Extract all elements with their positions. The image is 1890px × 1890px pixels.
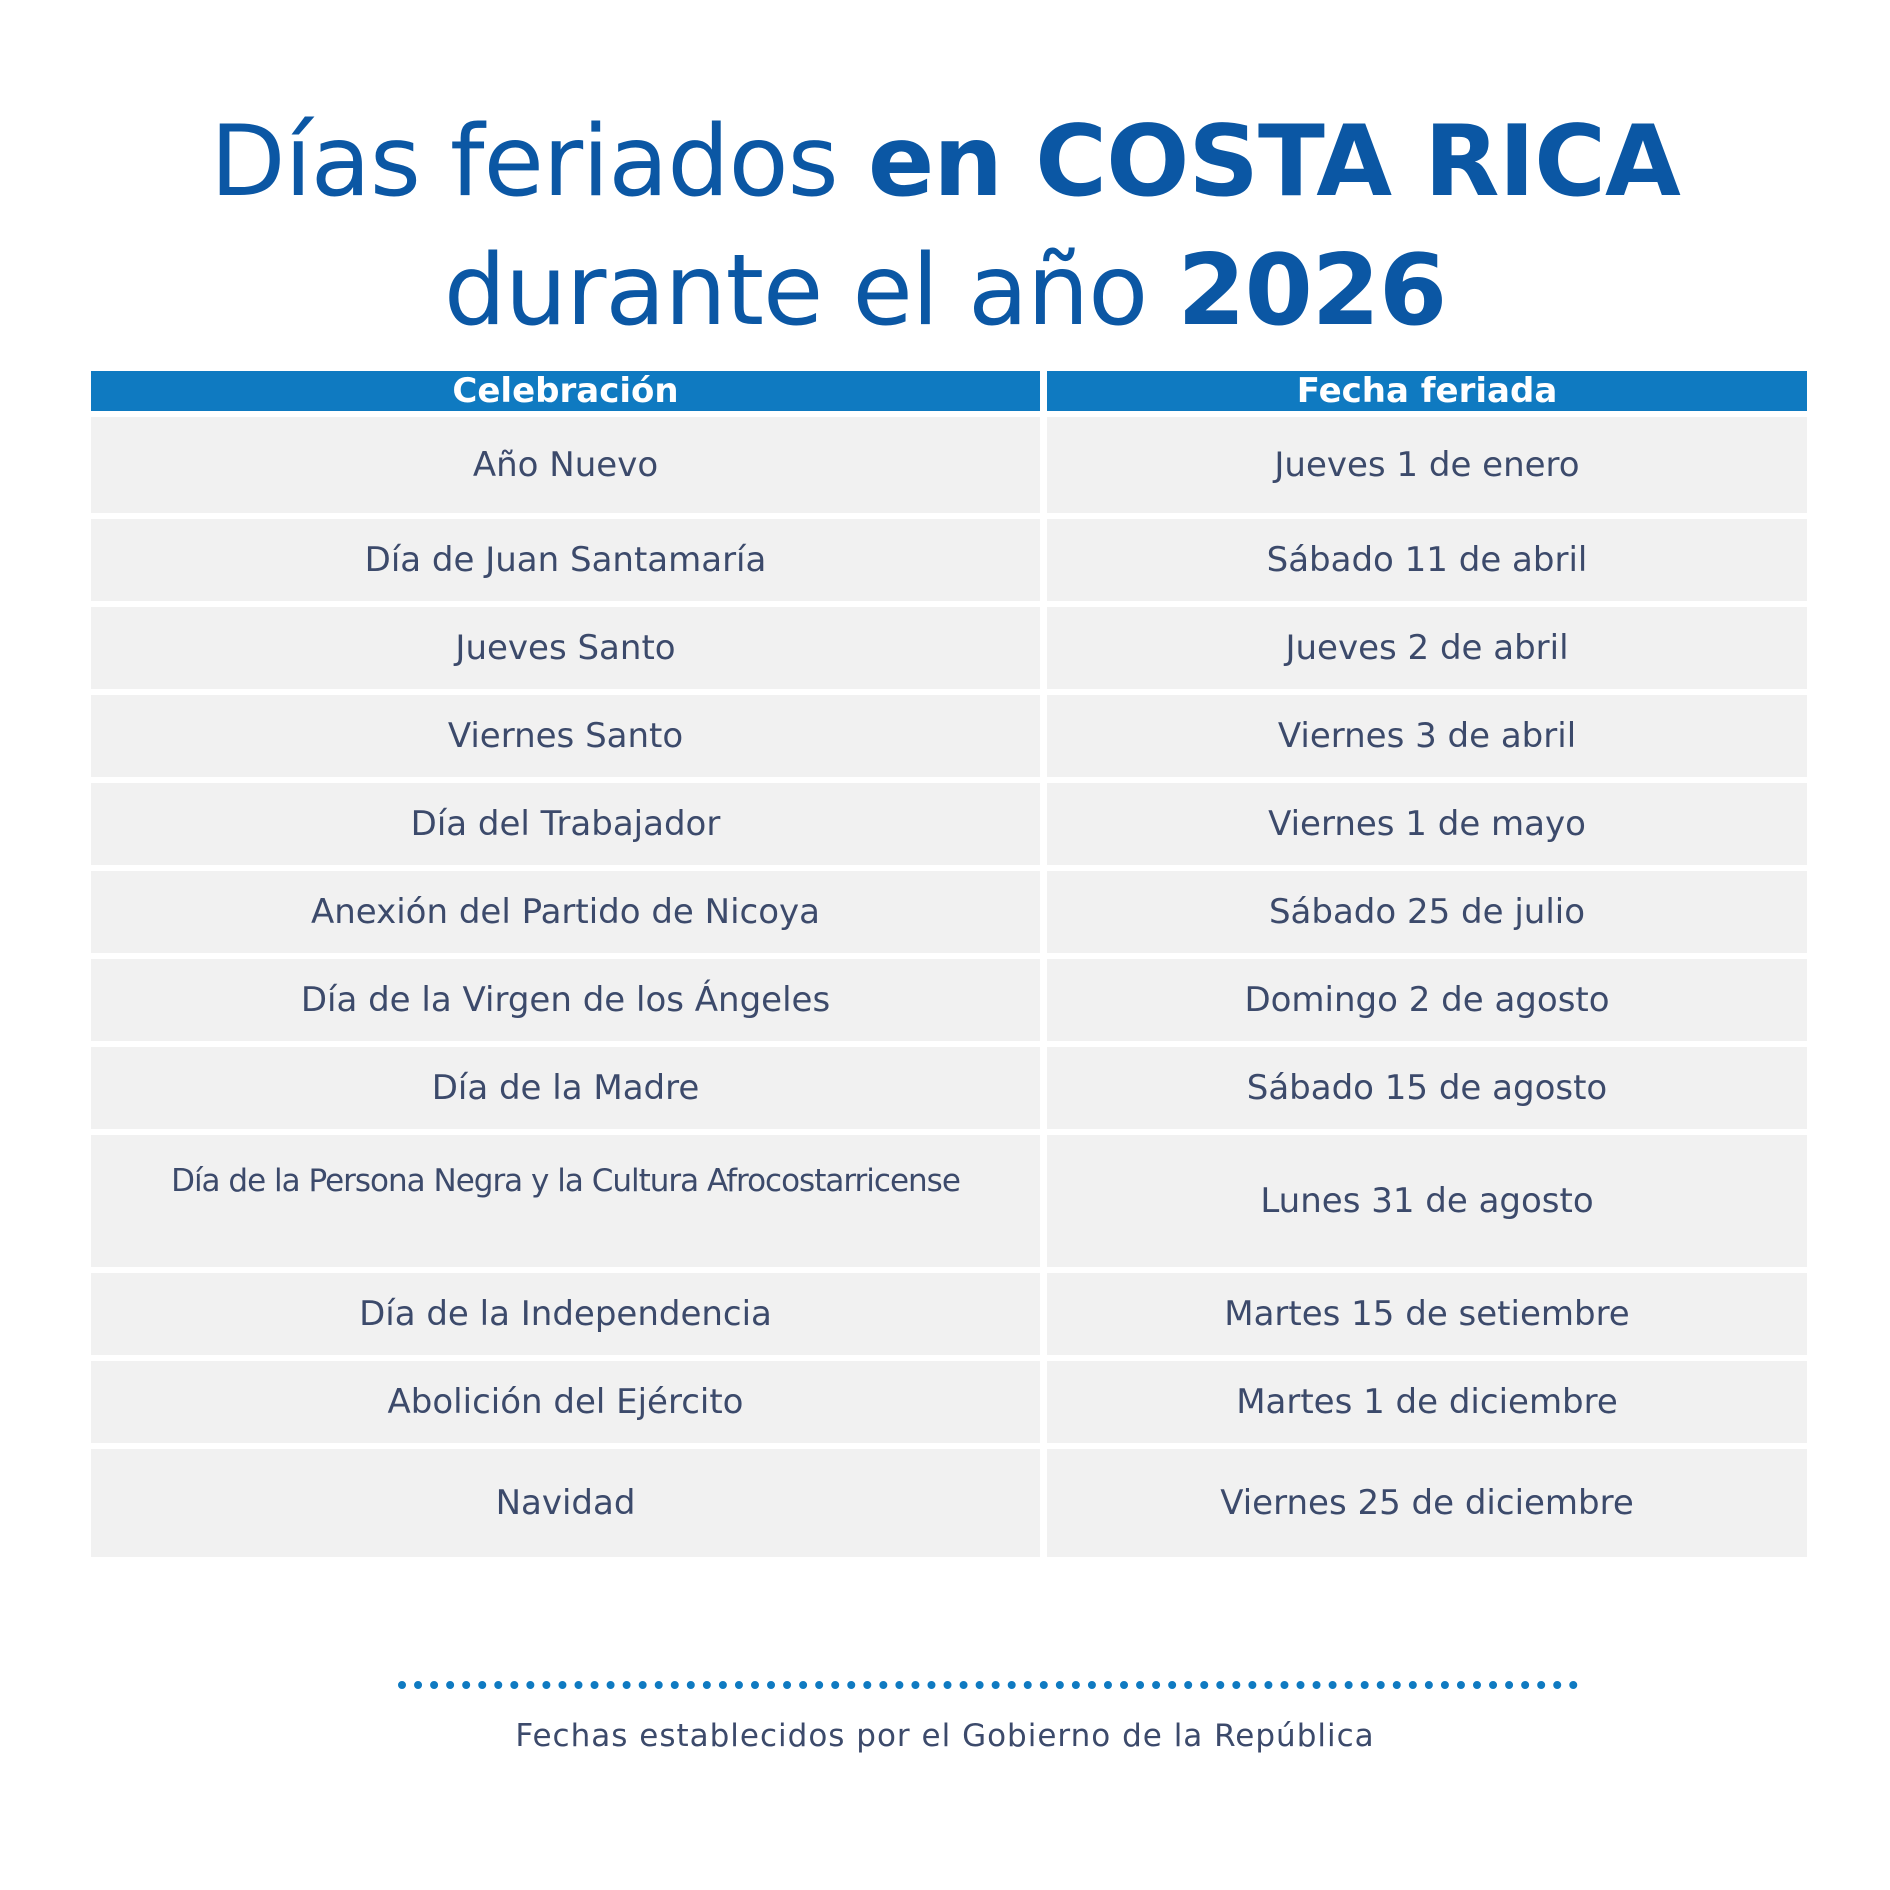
table-row: Día del Trabajador Viernes 1 de mayo: [91, 783, 1807, 865]
celebration-cell: Día de la Madre: [91, 1047, 1040, 1129]
date-cell: Domingo 2 de agosto: [1047, 959, 1807, 1041]
date-cell: Sábado 25 de julio: [1047, 871, 1807, 953]
celebration-cell: Navidad: [91, 1449, 1040, 1557]
title-light-part-2: durante el año: [443, 234, 1178, 348]
holidays-table: Celebración Fecha feriada Año Nuevo Juev…: [91, 371, 1807, 1563]
column-header-celebration: Celebración: [91, 371, 1040, 411]
column-header-date: Fecha feriada: [1047, 371, 1807, 411]
date-cell: Sábado 11 de abril: [1047, 519, 1807, 601]
table-row: Navidad Viernes 25 de diciembre: [91, 1449, 1807, 1557]
title-bold-part-1: en COSTA RICA: [867, 105, 1681, 219]
celebration-cell: Anexión del Partido de Nicoya: [91, 871, 1040, 953]
celebration-cell: Viernes Santo: [91, 695, 1040, 777]
table-row: Día de la Independencia Martes 15 de set…: [91, 1273, 1807, 1355]
table-row: Día de Juan Santamaría Sábado 11 de abri…: [91, 519, 1807, 601]
table-header-row: Celebración Fecha feriada: [91, 371, 1807, 411]
celebration-cell: Día de la Independencia: [91, 1273, 1040, 1355]
table-row: Año Nuevo Jueves 1 de enero: [91, 417, 1807, 513]
celebration-cell: Año Nuevo: [91, 417, 1040, 513]
source-footnote: Fechas establecidos por el Gobierno de l…: [515, 1718, 1375, 1754]
celebration-cell: Día de la Persona Negra y la Cultura Afr…: [91, 1135, 1040, 1267]
page-title-line-1: Días feriados en COSTA RICA: [0, 103, 1890, 221]
date-cell: Viernes 1 de mayo: [1047, 783, 1807, 865]
date-cell: Viernes 3 de abril: [1047, 695, 1807, 777]
table-row: Día de la Persona Negra y la Cultura Afr…: [91, 1135, 1807, 1267]
table-row: Jueves Santo Jueves 2 de abril: [91, 607, 1807, 689]
date-cell: Lunes 31 de agosto: [1047, 1135, 1807, 1267]
table-row: Viernes Santo Viernes 3 de abril: [91, 695, 1807, 777]
celebration-cell: Abolición del Ejército: [91, 1361, 1040, 1443]
table-row: Anexión del Partido de Nicoya Sábado 25 …: [91, 871, 1807, 953]
celebration-cell: Día de Juan Santamaría: [91, 519, 1040, 601]
table-row: Abolición del Ejército Martes 1 de dicie…: [91, 1361, 1807, 1443]
date-cell: Martes 15 de setiembre: [1047, 1273, 1807, 1355]
page-title-line-2: durante el año 2026: [0, 232, 1890, 350]
date-cell: Viernes 25 de diciembre: [1047, 1449, 1807, 1557]
celebration-cell: Jueves Santo: [91, 607, 1040, 689]
date-cell: Martes 1 de diciembre: [1047, 1361, 1807, 1443]
table-row: Día de la Madre Sábado 15 de agosto: [91, 1047, 1807, 1129]
title-light-part-1: Días feriados: [210, 105, 868, 219]
celebration-cell: Día del Trabajador: [91, 783, 1040, 865]
table-row: Día de la Virgen de los Ángeles Domingo …: [91, 959, 1807, 1041]
dotted-divider: [398, 1681, 1578, 1689]
celebration-cell: Día de la Virgen de los Ángeles: [91, 959, 1040, 1041]
title-bold-year: 2026: [1177, 234, 1447, 348]
date-cell: Jueves 2 de abril: [1047, 607, 1807, 689]
date-cell: Sábado 15 de agosto: [1047, 1047, 1807, 1129]
date-cell: Jueves 1 de enero: [1047, 417, 1807, 513]
